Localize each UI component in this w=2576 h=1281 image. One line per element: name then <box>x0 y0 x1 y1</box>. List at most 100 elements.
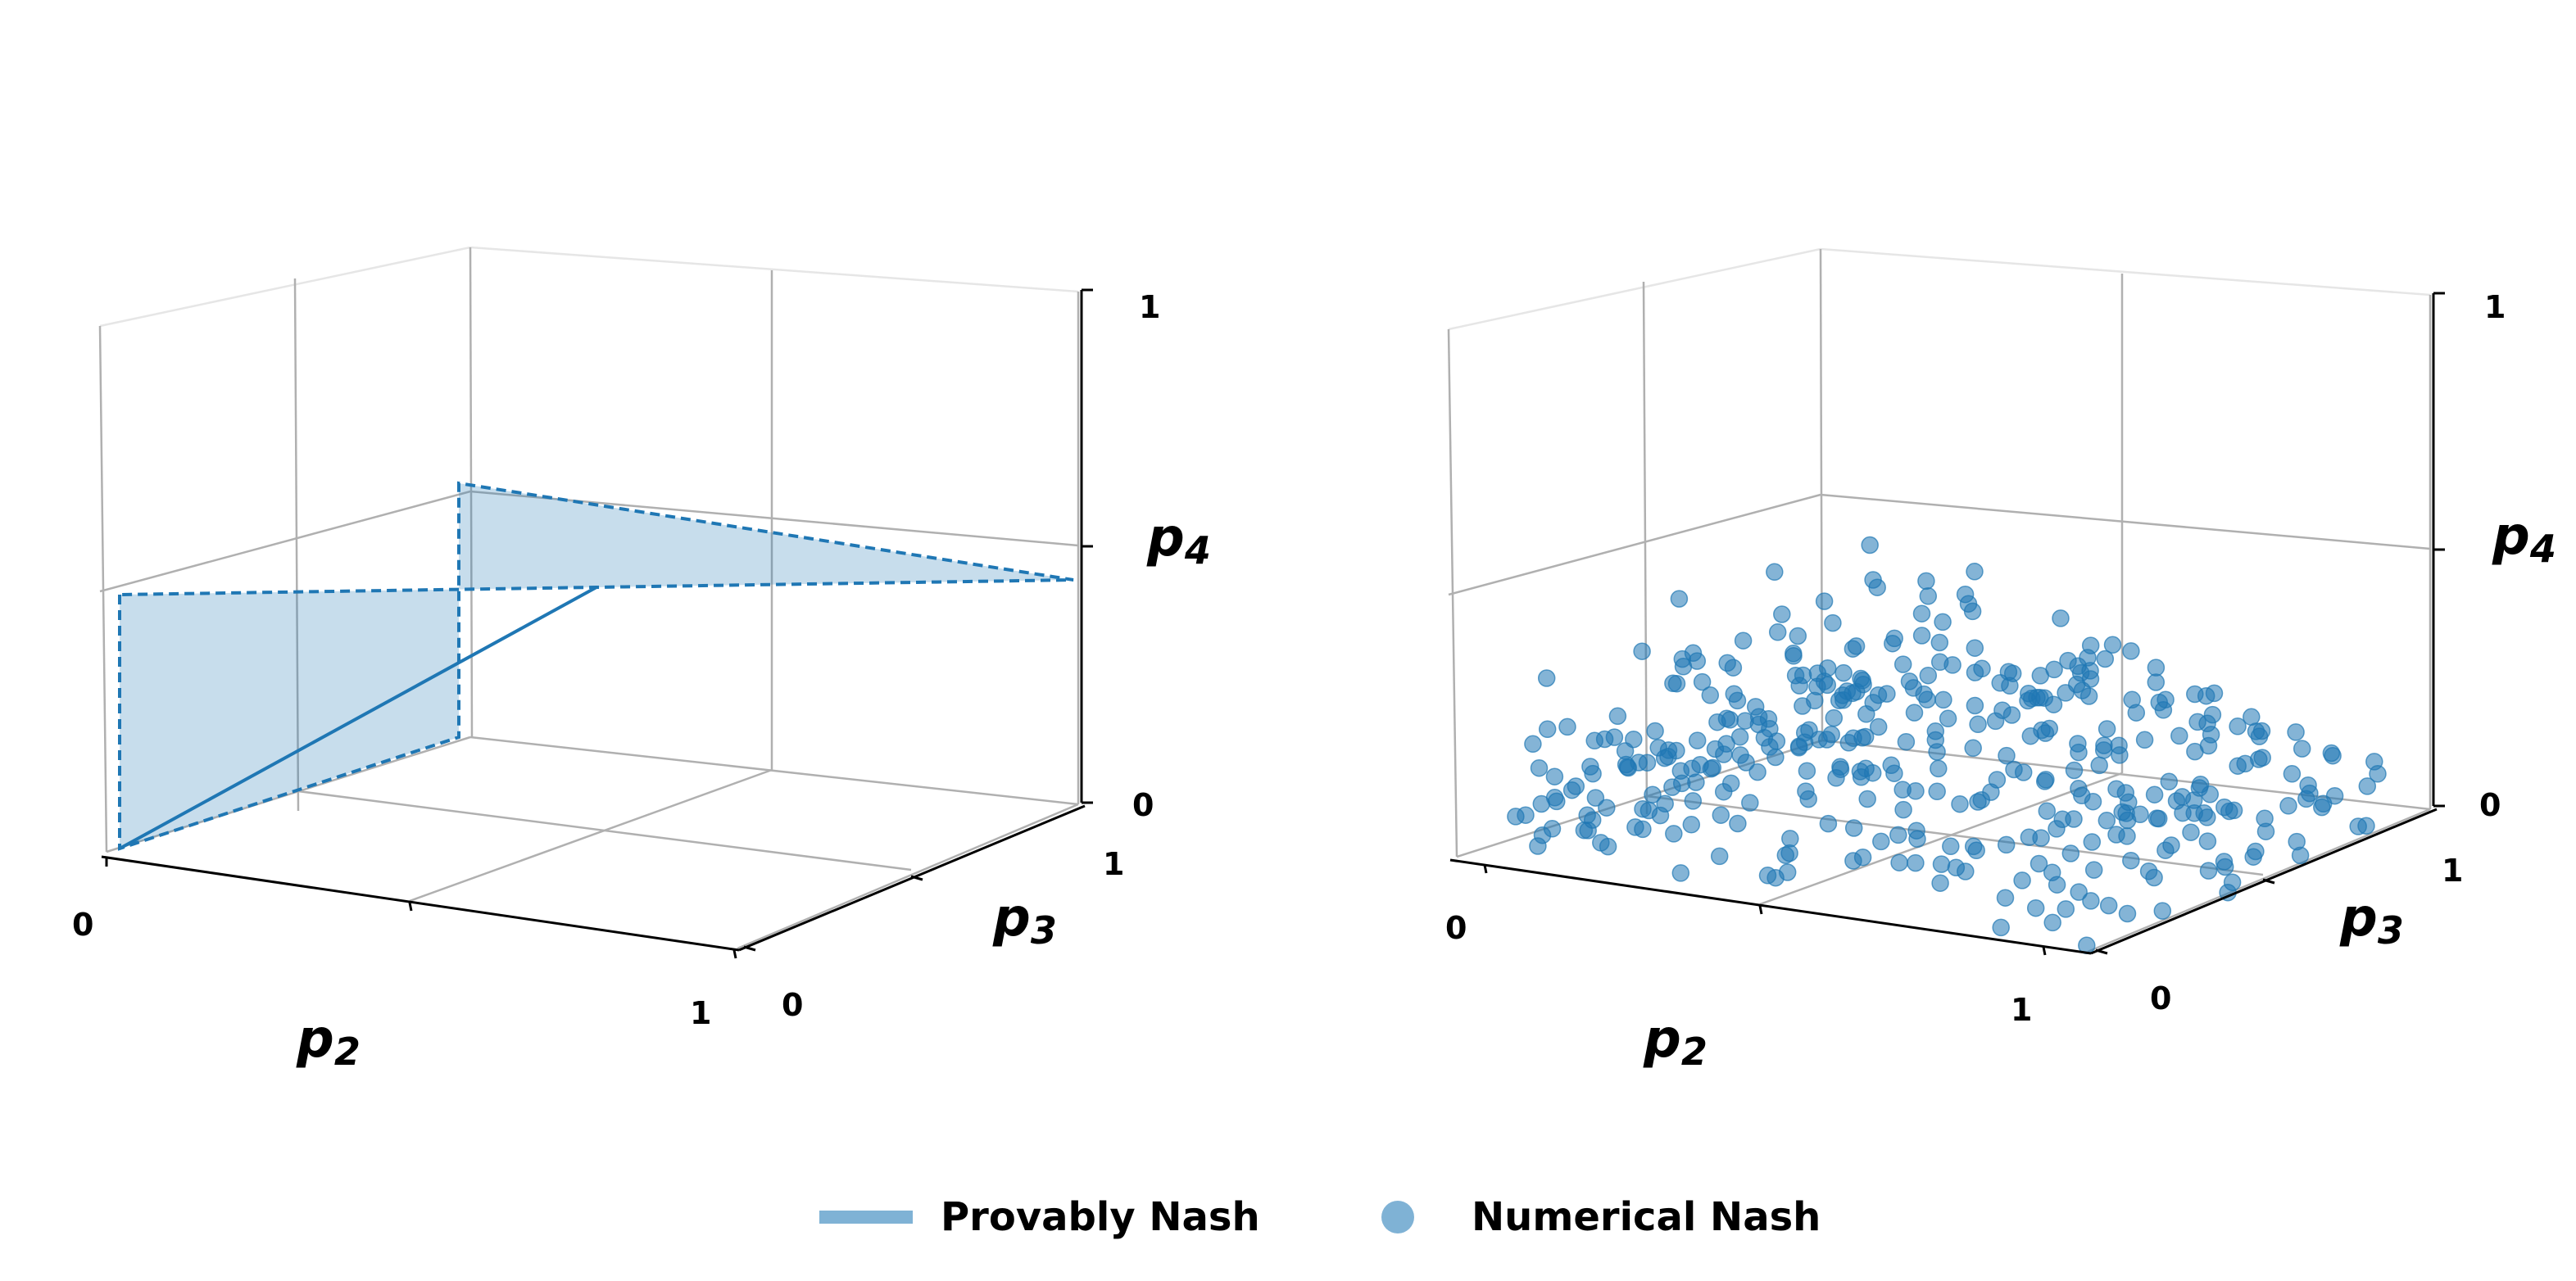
scatter-point <box>2096 650 2115 668</box>
scatter-point <box>1767 732 1786 750</box>
scatter-point <box>1827 769 1845 787</box>
scatter-point <box>2325 786 2344 805</box>
scatter-point <box>1730 727 1749 746</box>
scatter-point <box>2065 761 2084 780</box>
scatter-point <box>2045 660 2063 679</box>
scatter-point <box>1684 792 1703 810</box>
scatter-point <box>1964 837 1983 856</box>
scatter-point <box>1778 863 1797 881</box>
scatter-point <box>2229 717 2247 736</box>
right-x-axis-letter: p <box>1643 1009 1681 1070</box>
right-y-axis-letter: p <box>2339 888 2378 948</box>
scatter-point <box>1942 837 1960 856</box>
scatter-point <box>2198 808 2216 826</box>
scatter-point <box>1957 862 1975 880</box>
scatter-point <box>1532 794 1551 813</box>
scatter-point <box>1882 756 1900 775</box>
left-grid-line <box>293 278 300 812</box>
scatter-point <box>1766 748 1785 767</box>
numerical-nash-points <box>1507 536 2387 955</box>
scatter-point <box>1671 864 1690 882</box>
scatter-point <box>2118 904 2137 923</box>
scatter-point <box>1928 743 1946 761</box>
right-z-axis-letter: p <box>2492 506 2530 567</box>
scatter-point <box>1773 605 1791 623</box>
scatter-point <box>2090 756 2108 775</box>
scatter-point <box>1633 642 1651 660</box>
scatter-point <box>1869 717 1888 736</box>
scatter-point <box>1592 834 1610 852</box>
right-y-axis-sub: 3 <box>2378 908 2404 953</box>
scatter-point <box>2083 833 2102 851</box>
scatter-point <box>2188 713 2206 731</box>
right-z-axis-label: p4 <box>2492 506 2556 571</box>
scatter-point <box>1663 778 1681 796</box>
scatter-point <box>1625 730 1643 749</box>
scatter-point <box>2044 695 2063 713</box>
scatter-point <box>1800 721 1818 739</box>
scatter-point <box>1844 852 1862 870</box>
scatter-point <box>1798 762 1816 780</box>
scatter-point <box>1966 696 1984 715</box>
scatter-point <box>1595 730 1614 749</box>
scatter-point <box>1878 685 1896 703</box>
left-z-tick-1: 1 <box>1139 289 1160 325</box>
scatter-point <box>2145 868 2163 887</box>
scatter-point <box>1734 631 1753 650</box>
scatter-point <box>1934 613 1952 631</box>
scatter-point <box>1907 853 1925 872</box>
scatter-point <box>1665 825 1683 843</box>
scatter-point <box>1529 837 1547 855</box>
scatter-point <box>2113 803 2131 822</box>
scatter-point <box>2167 792 2186 810</box>
left-tick <box>408 902 413 912</box>
scatter-point <box>2135 731 2154 749</box>
legend-label-provably-nash: Provably Nash <box>941 1194 1260 1240</box>
scatter-point <box>2043 913 2061 932</box>
right-grid-line <box>1820 247 2431 296</box>
right-grid-line <box>1448 247 1821 331</box>
scatter-point <box>2283 765 2302 783</box>
scatter-point <box>1996 889 2015 907</box>
scatter-point <box>1930 759 1948 778</box>
scatter-point <box>1710 847 1729 866</box>
scatter-point <box>2122 642 2140 660</box>
scatter-point <box>1900 672 1919 690</box>
scatter-point <box>1562 781 1581 799</box>
left-x-axis <box>101 855 740 952</box>
scatter-point <box>1964 739 1982 758</box>
left-grid-line <box>469 736 1079 806</box>
scatter-point <box>1992 918 2010 937</box>
scatter-point <box>2037 771 2055 789</box>
scatter-point <box>2043 863 2061 881</box>
right-grid-line <box>1820 493 2431 550</box>
right-plot: 0 1 0 1 0 1 p2 p3 p4 <box>1445 247 2556 1074</box>
scatter-point <box>1799 790 1817 808</box>
scatter-point <box>1530 758 1549 777</box>
scatter-point <box>1939 709 1957 728</box>
scatter-point <box>2026 899 2045 917</box>
scatter-point <box>2030 854 2048 873</box>
scatter-point <box>1558 717 1576 736</box>
scatter-point <box>2122 851 2140 870</box>
scatter-point <box>2095 736 2113 754</box>
left-grid-line <box>469 490 1079 547</box>
scatter-point <box>1998 746 2016 765</box>
scatter-point <box>2038 802 2057 820</box>
scatter-point <box>1701 686 1720 704</box>
left-axes <box>101 288 1093 959</box>
scatter-point <box>2013 871 2031 889</box>
scatter-point <box>1856 727 1875 746</box>
scatter-point <box>1655 749 1674 767</box>
left-plot: 0 1 0 1 0 1 p2 p3 p4 <box>72 246 1211 1074</box>
scatter-point <box>1725 685 1744 703</box>
right-z-tick-0: 0 <box>2479 787 2501 823</box>
scatter-point <box>1789 627 1807 645</box>
scatter-point <box>1785 645 1803 663</box>
right-tick <box>2042 946 2047 956</box>
scatter-point <box>2170 727 2188 745</box>
scatter-point <box>2199 736 2218 755</box>
scatter-point <box>1824 613 1842 632</box>
left-x-axis-sub: 2 <box>334 1030 361 1074</box>
left-x-axis-label: p2 <box>296 1009 361 1074</box>
